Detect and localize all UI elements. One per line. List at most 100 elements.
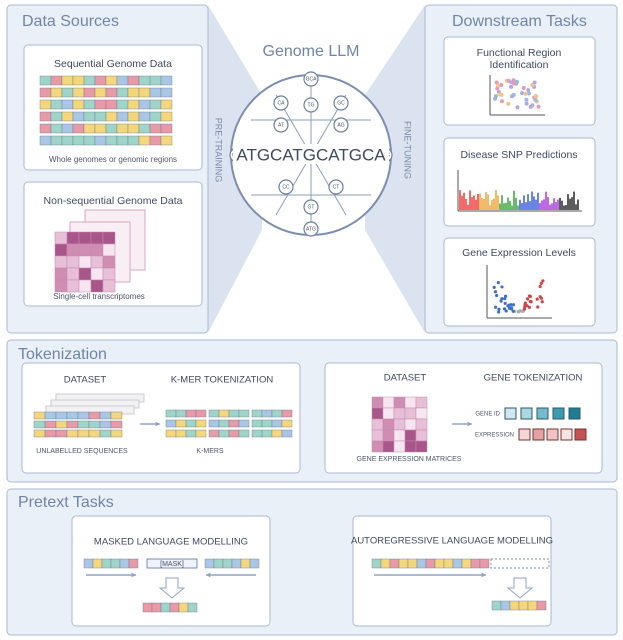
kmer-cell [271,419,283,428]
volcano-dot [507,303,511,307]
kmer-cell [228,419,240,428]
volcano-dot [495,293,499,298]
expression-cell [415,407,428,420]
nucleotide [425,558,436,569]
task-title: Functional Region [477,47,562,59]
expression-cell [371,407,384,420]
matrix-cell [66,243,80,257]
nucleotide [500,600,511,611]
volcano-dot [523,305,527,309]
expression-token [574,428,587,441]
nucleotide [72,87,85,98]
nucleotide [127,99,140,110]
matrix-cell [102,279,116,293]
network-node [303,199,319,215]
nucleotide [77,411,90,420]
nucleotide [213,558,224,569]
dataset-label: DATASET [64,375,107,386]
kmer-cell [238,429,250,438]
nucleotide [371,558,382,569]
expression-label: EXPRESSION [475,433,514,439]
nucleotide [77,429,90,438]
nucleotide [83,135,96,146]
nucleotide [116,135,129,146]
kmer-box [21,362,301,474]
nucleotide [55,429,68,438]
matrix-cell [66,255,80,269]
nucleotide [169,602,180,613]
kmer-cell [195,419,207,428]
nucleotide [61,75,74,86]
nucleotide [434,558,445,569]
expression-cell [393,440,406,453]
scatter-dot [530,83,535,88]
volcano-dot [538,284,542,289]
node-label: AT [278,122,284,128]
matrix-cell [54,255,68,269]
expression-cell [382,440,395,453]
nucleotide [44,411,57,420]
expression-cell [382,407,395,420]
nucleotide [39,135,52,146]
matrix-cell [78,231,92,245]
nucleotide [72,111,85,122]
matrix-cell [102,267,116,281]
nucleotide [149,123,162,134]
nucleotide [127,135,140,146]
nucleotide [204,558,215,569]
node-label: ATG [306,226,316,232]
kmer-cell [271,409,283,418]
expression-cell [404,440,417,453]
matrix-cell [78,279,92,293]
volcano-dot [540,300,544,304]
panel-title: Data Sources [22,13,119,30]
network-node [273,95,289,111]
kmer-cell [251,409,263,418]
nucleotide [61,111,74,122]
nucleotide [461,558,472,569]
nucleotide [138,75,151,86]
nucleotide [99,411,112,420]
scatter-dot [499,82,504,87]
arrow-head [467,421,472,427]
gene-id-token [504,407,517,420]
nucleotide [407,558,418,569]
expression-token [518,428,531,441]
nucleotide [149,99,162,110]
nucleotide [94,123,107,134]
nucleotide [83,111,96,122]
genome-sequence: ATGCATGCATGCA [236,145,386,164]
nucleotide [509,600,520,611]
kmer-cell [175,429,187,438]
nucleotide [39,123,52,134]
nucleotide [88,420,101,429]
expression-token [532,428,545,441]
nucleotide [105,87,118,98]
nucleotide [83,123,96,134]
nucleotide [119,558,130,569]
task-title: Disease SNP Predictions [460,149,577,161]
nucleotide [94,111,107,122]
kmer-cell [165,409,177,418]
scatter-dot [511,92,516,97]
arrow-head [206,572,211,578]
volcano-dot [525,304,529,308]
nucleotide [443,558,454,569]
kmer-cell [185,409,197,418]
nucleotide [88,411,101,420]
volcano-dot [503,297,507,301]
nucleotide [33,411,46,420]
scatter-dot [493,96,498,101]
nucleotide [66,420,79,429]
gene-id-label: GENE ID [475,412,500,418]
kmer-cell [271,429,283,438]
expression-token [546,428,559,441]
caption: K-MERS [196,448,224,455]
expression-cell [393,429,406,442]
kmer-cell [228,409,240,418]
expression-cell [415,440,428,453]
volcano-dot [511,309,515,313]
network-node [333,117,349,133]
nucleotide [127,87,140,98]
kmer-cell [185,419,197,428]
